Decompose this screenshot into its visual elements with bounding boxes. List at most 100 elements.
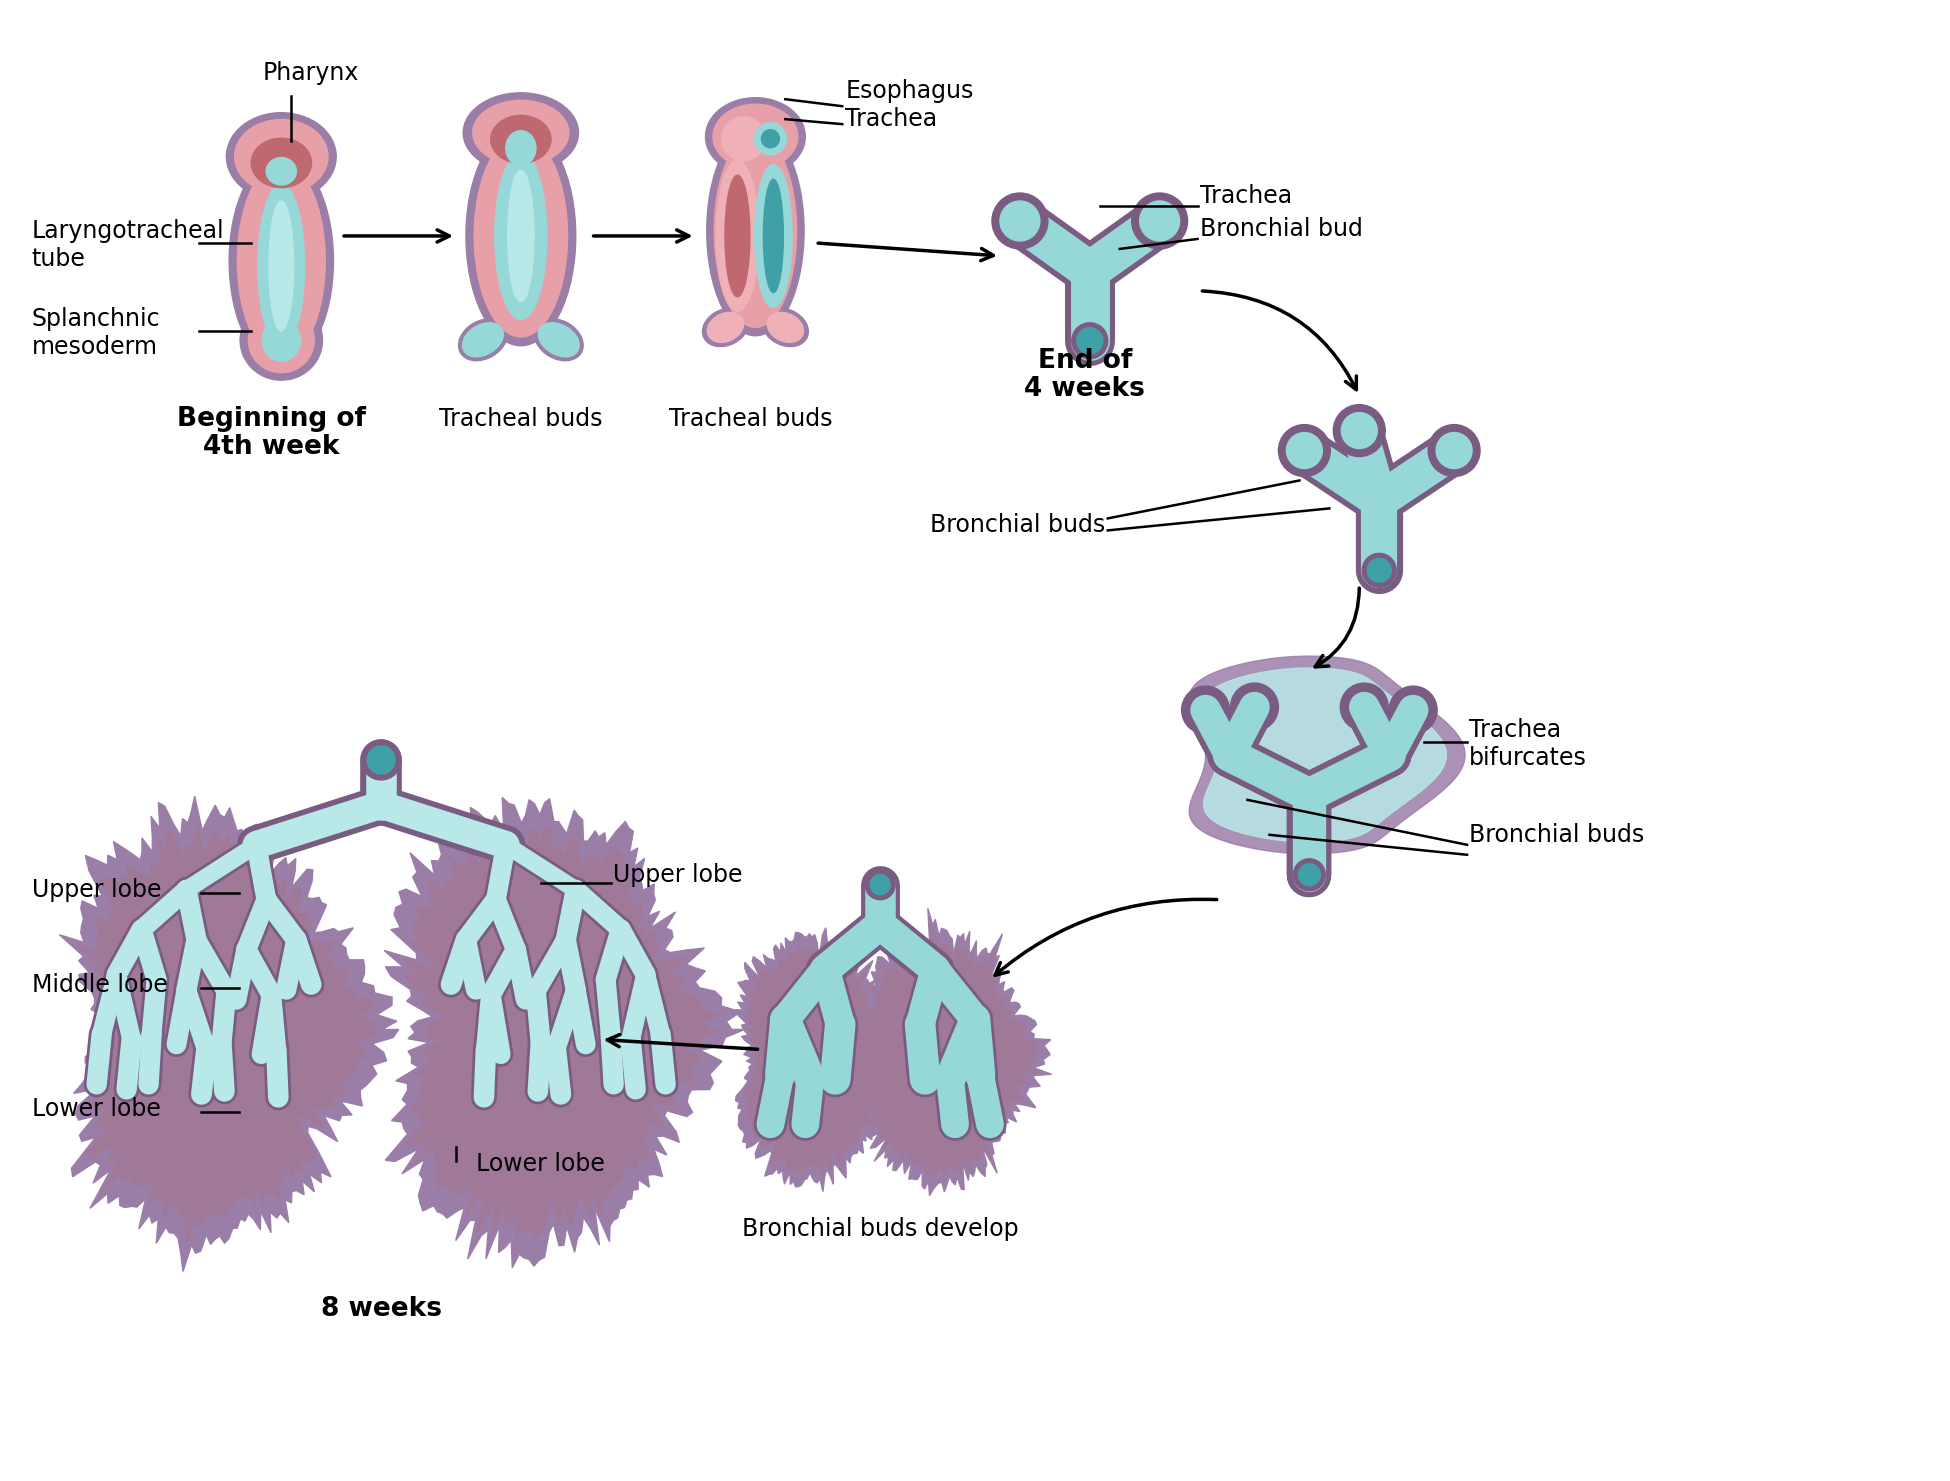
Circle shape — [1131, 193, 1188, 249]
Ellipse shape — [708, 312, 743, 342]
Circle shape — [1363, 554, 1396, 588]
Ellipse shape — [234, 120, 328, 194]
Circle shape — [1334, 404, 1384, 456]
Circle shape — [1299, 863, 1320, 886]
Text: Pharynx: Pharynx — [263, 61, 359, 86]
Circle shape — [1367, 558, 1390, 582]
Circle shape — [1287, 432, 1322, 468]
Polygon shape — [384, 797, 745, 1268]
Circle shape — [1427, 425, 1480, 477]
Ellipse shape — [267, 261, 296, 290]
Ellipse shape — [464, 93, 579, 173]
Circle shape — [1076, 327, 1104, 354]
Polygon shape — [60, 797, 398, 1272]
Text: Splanchnic: Splanchnic — [31, 307, 160, 330]
Ellipse shape — [491, 116, 552, 163]
Circle shape — [367, 746, 396, 775]
Circle shape — [1072, 323, 1108, 358]
Polygon shape — [735, 927, 916, 1192]
Ellipse shape — [252, 138, 312, 188]
Text: End of: End of — [1037, 348, 1133, 373]
Ellipse shape — [507, 170, 534, 302]
Circle shape — [1388, 686, 1437, 735]
Ellipse shape — [261, 320, 300, 361]
Ellipse shape — [267, 157, 296, 185]
Circle shape — [870, 875, 889, 895]
Text: Lower lobe: Lower lobe — [31, 1097, 160, 1121]
Circle shape — [1435, 432, 1472, 468]
Polygon shape — [1190, 656, 1464, 853]
Text: Upper lobe: Upper lobe — [612, 863, 743, 887]
Ellipse shape — [269, 201, 294, 330]
Circle shape — [361, 740, 402, 780]
Ellipse shape — [766, 312, 803, 342]
Text: Lower lobe: Lower lobe — [476, 1152, 604, 1176]
Circle shape — [1000, 201, 1039, 241]
Ellipse shape — [238, 163, 326, 358]
Text: Upper lobe: Upper lobe — [31, 878, 162, 902]
Ellipse shape — [714, 135, 798, 327]
Ellipse shape — [495, 153, 546, 320]
Ellipse shape — [230, 156, 333, 366]
Text: Tracheal buds: Tracheal buds — [669, 407, 833, 431]
Ellipse shape — [755, 164, 792, 307]
Ellipse shape — [538, 323, 579, 357]
Circle shape — [1347, 692, 1381, 723]
Text: tube: tube — [31, 247, 86, 271]
Circle shape — [755, 123, 786, 154]
Ellipse shape — [248, 308, 314, 373]
Text: Trachea: Trachea — [844, 107, 938, 132]
Ellipse shape — [472, 101, 569, 166]
Ellipse shape — [714, 104, 798, 169]
Text: Bronchial buds: Bronchial buds — [1468, 823, 1644, 847]
Text: Bronchial bud: Bronchial bud — [1199, 216, 1363, 241]
Circle shape — [1190, 695, 1221, 726]
Ellipse shape — [462, 323, 503, 357]
Text: Bronchial buds: Bronchial buds — [930, 514, 1106, 538]
Circle shape — [1293, 859, 1326, 890]
Ellipse shape — [458, 318, 507, 361]
Ellipse shape — [240, 301, 322, 381]
Polygon shape — [856, 908, 1051, 1195]
Ellipse shape — [474, 135, 567, 338]
Circle shape — [1238, 692, 1271, 723]
Circle shape — [993, 193, 1047, 249]
Circle shape — [1279, 425, 1330, 477]
Text: bifurcates: bifurcates — [1468, 746, 1587, 770]
Circle shape — [1182, 686, 1230, 735]
Text: Trachea: Trachea — [1468, 718, 1562, 742]
Text: Trachea: Trachea — [1199, 184, 1291, 207]
Circle shape — [1340, 683, 1388, 732]
Text: Bronchial buds develop: Bronchial buds develop — [741, 1217, 1018, 1241]
Circle shape — [1230, 683, 1279, 732]
Circle shape — [866, 869, 895, 899]
Text: Middle lobe: Middle lobe — [31, 973, 168, 997]
Circle shape — [1342, 413, 1377, 449]
Circle shape — [1139, 201, 1180, 241]
Polygon shape — [1203, 668, 1447, 841]
Ellipse shape — [226, 113, 335, 200]
Polygon shape — [404, 825, 722, 1240]
Text: mesoderm: mesoderm — [31, 335, 158, 358]
Ellipse shape — [257, 253, 304, 298]
Ellipse shape — [534, 318, 583, 361]
Ellipse shape — [762, 179, 784, 293]
Ellipse shape — [762, 308, 809, 347]
Polygon shape — [745, 943, 905, 1176]
Text: 8 weeks: 8 weeks — [320, 1296, 441, 1323]
Text: 4th week: 4th week — [203, 434, 339, 459]
Polygon shape — [868, 927, 1039, 1179]
Circle shape — [1293, 859, 1326, 890]
Circle shape — [760, 130, 780, 148]
Ellipse shape — [257, 184, 304, 348]
Circle shape — [722, 117, 766, 161]
Ellipse shape — [706, 98, 805, 176]
Text: Beginning of: Beginning of — [177, 406, 367, 431]
Text: Esophagus: Esophagus — [844, 78, 973, 104]
Ellipse shape — [505, 130, 536, 166]
Ellipse shape — [716, 160, 759, 311]
Circle shape — [1398, 695, 1429, 726]
Ellipse shape — [466, 126, 575, 345]
Ellipse shape — [702, 308, 749, 347]
Ellipse shape — [706, 126, 803, 336]
